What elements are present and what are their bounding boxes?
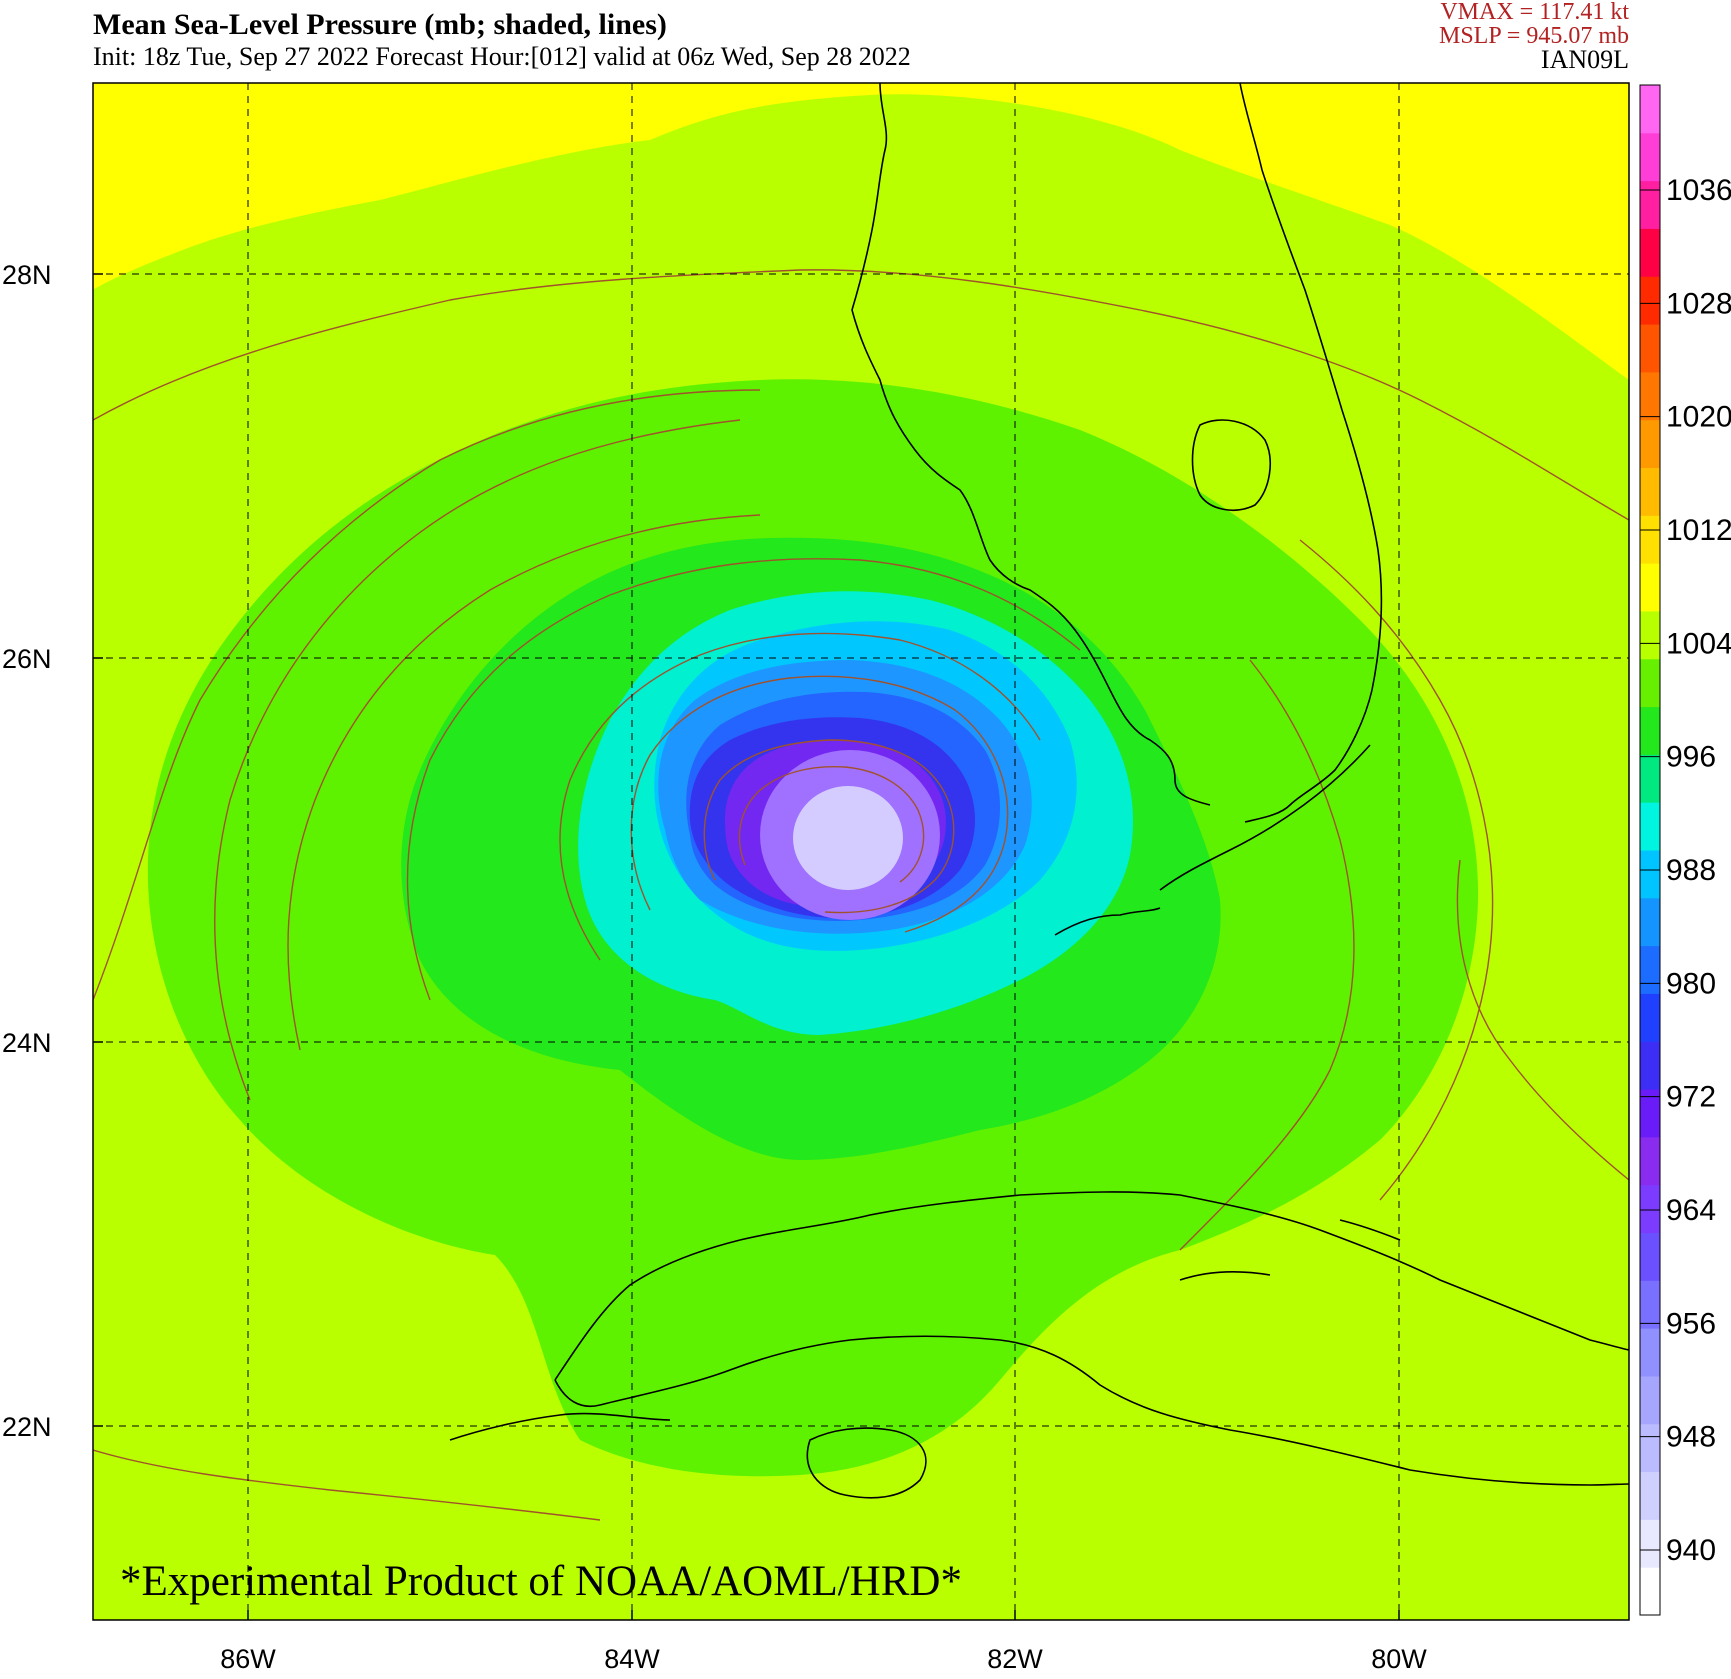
- colorbar-swatch: [1640, 658, 1660, 708]
- colorbar-swatch: [1640, 1519, 1660, 1568]
- lat-label-28n: 28N: [2, 260, 52, 290]
- colorbar-frame: [1639, 84, 1661, 1616]
- lon-label-84w: 84W: [604, 1644, 660, 1674]
- lon-label-86w: 86W: [220, 1644, 276, 1674]
- lat-label-24n: 24N: [2, 1028, 52, 1058]
- colorbar-label: 988: [1666, 854, 1716, 887]
- storm-id: IAN09L: [1540, 45, 1629, 74]
- lon-label-80w: 80W: [1371, 1644, 1427, 1674]
- colorbar-swatch: [1640, 754, 1660, 803]
- forecast-subtitle: Init: 18z Tue, Sep 27 2022 Forecast Hour…: [93, 42, 911, 71]
- colorbar-swatch: [1640, 945, 1660, 994]
- colorbar-swatch: [1640, 1328, 1660, 1377]
- mslp-readout: MSLP = 945.07 mb: [1438, 23, 1629, 49]
- colorbar-swatch: [1640, 132, 1660, 182]
- colorbar-label: 948: [1666, 1421, 1716, 1454]
- colorbar-label: 1028: [1666, 287, 1731, 320]
- colorbar-label: 1012: [1666, 514, 1731, 547]
- plot-area: [93, 83, 1629, 1620]
- lat-label-26n: 26N: [2, 644, 52, 674]
- colorbar-swatch: [1640, 1089, 1660, 1138]
- colorbar-swatch: [1640, 228, 1660, 277]
- colorbar-swatch: [1640, 419, 1660, 468]
- graticule: [93, 83, 1629, 1620]
- colorbar-label: 956: [1666, 1307, 1716, 1340]
- colorbar-swatch: [1640, 180, 1660, 229]
- lat-label-22n: 22N: [2, 1412, 52, 1442]
- high-pressure-region: [93, 83, 1629, 380]
- colorbar-label: 1004: [1666, 627, 1731, 660]
- colorbar-swatch: [1640, 610, 1660, 660]
- colorbar-swatch: [1640, 1280, 1660, 1329]
- colorbar-swatch: [1640, 563, 1660, 612]
- colorbar-swatch: [1640, 897, 1660, 947]
- colorbar-label: 1020: [1666, 401, 1731, 434]
- colorbar-swatch: [1640, 276, 1660, 325]
- axis-ticks: [93, 273, 1400, 1620]
- isobar-lines: [93, 269, 1629, 1521]
- colorbar-swatch: [1640, 324, 1660, 373]
- colorbar-label: 996: [1666, 741, 1716, 774]
- plot-frame: [92, 82, 1630, 1621]
- colorbar-label: 972: [1666, 1081, 1716, 1114]
- storm-info: VMAX = 117.41 kt MSLP = 945.07 mb IAN09L: [1438, 0, 1629, 74]
- colorbar-swatch: [1640, 85, 1660, 134]
- colorbar-swatch: [1640, 515, 1660, 564]
- colorbar-label: 940: [1666, 1534, 1716, 1567]
- colorbar-label: 980: [1666, 967, 1716, 1000]
- colorbar-swatch: [1640, 706, 1660, 755]
- colorbar-swatch: [1640, 467, 1660, 516]
- vmax-readout: VMAX = 117.41 kt: [1440, 0, 1629, 25]
- colorbar-swatch: [1640, 371, 1660, 421]
- colorbar-swatch: [1640, 1423, 1660, 1473]
- colorbar: 1036 1028 1020 1012 1004 996 988 980 972 964 956 94…: [1639, 84, 1731, 1616]
- colorbar-swatch: [1640, 993, 1660, 1042]
- colorbar-swatch: [1640, 1567, 1660, 1616]
- colorbar-swatch: [1640, 1184, 1660, 1233]
- colorbar-swatch: [1640, 1232, 1660, 1281]
- colorbar-label: 964: [1666, 1194, 1716, 1227]
- storm-core-inner: [793, 786, 903, 890]
- colorbar-swatch: [1640, 1041, 1660, 1090]
- colorbar-swatch: [1640, 1136, 1660, 1186]
- colorbar-label: 1036: [1666, 174, 1731, 207]
- colorbar-swatch: [1640, 802, 1660, 851]
- chart-title: Mean Sea-Level Pressure (mb; shaded, lin…: [93, 8, 667, 41]
- coastlines: [449, 83, 1629, 1499]
- lon-label-82w: 82W: [987, 1644, 1043, 1674]
- colorbar-swatch: [1640, 1471, 1660, 1520]
- colorbar-swatch: [1640, 1375, 1660, 1425]
- colorbar-swatch: [1640, 850, 1660, 899]
- watermark-text: *Experimental Product of NOAA/AOML/HRD*: [120, 1558, 962, 1605]
